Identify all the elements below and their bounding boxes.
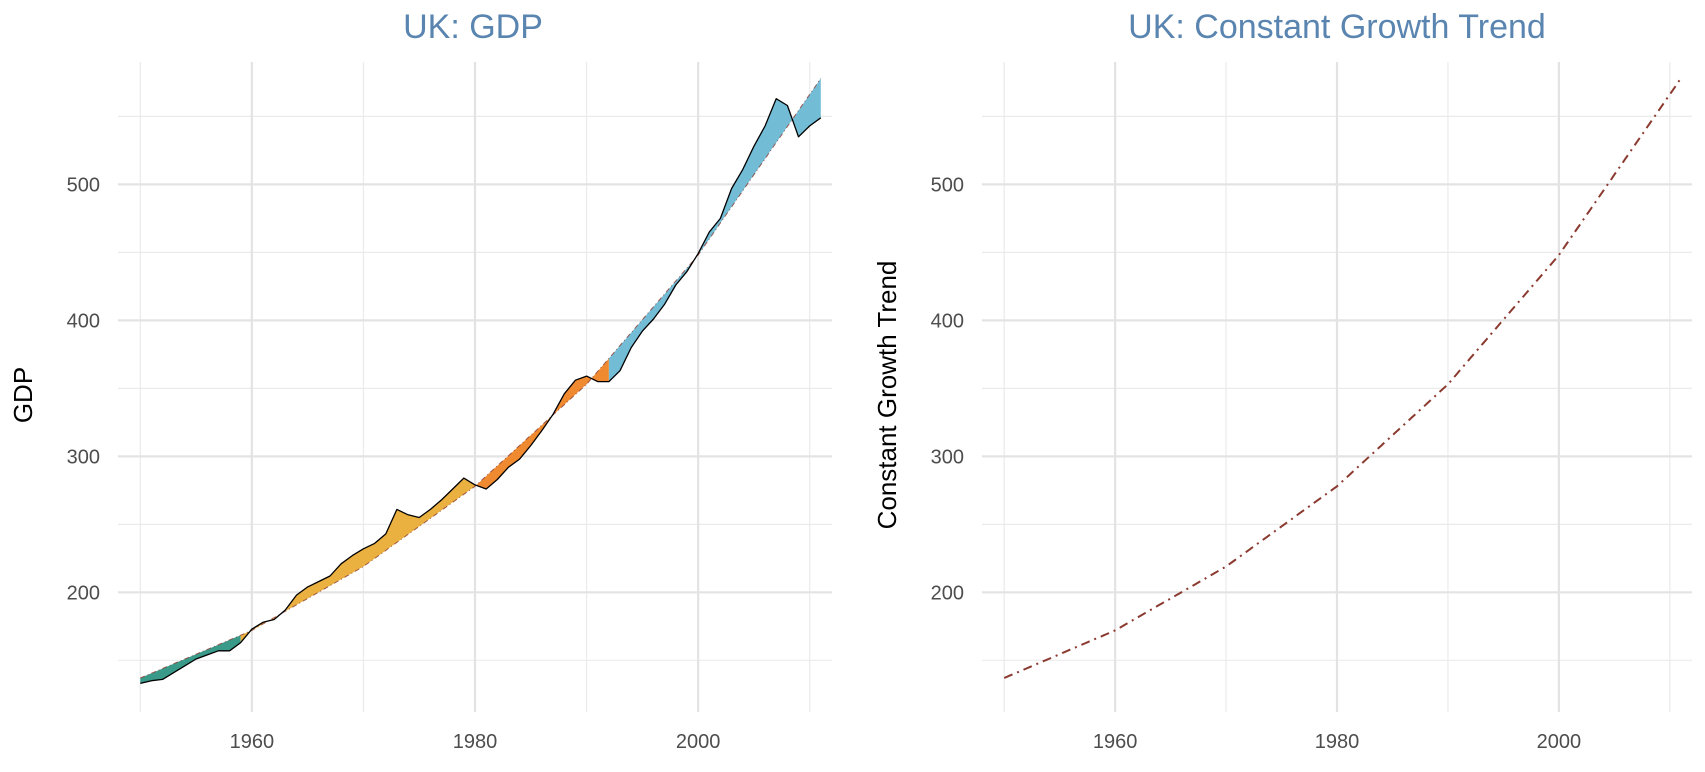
- gdp-chart-title: UK: GDP: [403, 8, 543, 46]
- y-tick-label: 500: [931, 174, 964, 196]
- y-tick-label: 500: [67, 174, 100, 196]
- x-tick-label: 2000: [1537, 731, 1582, 753]
- x-tick-label: 1960: [1093, 731, 1138, 753]
- gdp-line: [140, 98, 822, 685]
- y-tick-label: 200: [931, 582, 964, 604]
- y-tick-label: 300: [67, 446, 100, 468]
- y-tick-label: 200: [67, 582, 100, 604]
- y-tick-label: 400: [67, 310, 100, 332]
- gdp-grid: [118, 62, 832, 712]
- x-tick-label: 2000: [676, 731, 721, 753]
- x-tick-label: 1980: [453, 731, 498, 753]
- y-tick-label: 400: [931, 310, 964, 332]
- x-tick-label: 1960: [230, 731, 275, 753]
- trend-chart-title: UK: Constant Growth Trend: [1128, 8, 1546, 46]
- x-tick-label: 1980: [1315, 731, 1360, 753]
- gap-fill-area: [140, 635, 241, 684]
- trend-grid: [982, 62, 1692, 712]
- trend-line: [1003, 77, 1682, 679]
- y-tick-label: 300: [931, 446, 964, 468]
- gap-fill-area: [475, 358, 609, 489]
- gdp-trend-line: [140, 78, 822, 679]
- trend-panel: UK: Constant Growth Trend Constant Growth…: [872, 8, 1692, 753]
- trend-y-axis-label: Constant Growth Trend: [872, 261, 902, 530]
- gdp-panel: UK: GDP GDP 1960 1980 2000 200 300 400 500: [8, 8, 832, 753]
- gap-fill-area: [240, 478, 475, 643]
- gdp-y-axis-label: GDP: [8, 367, 38, 423]
